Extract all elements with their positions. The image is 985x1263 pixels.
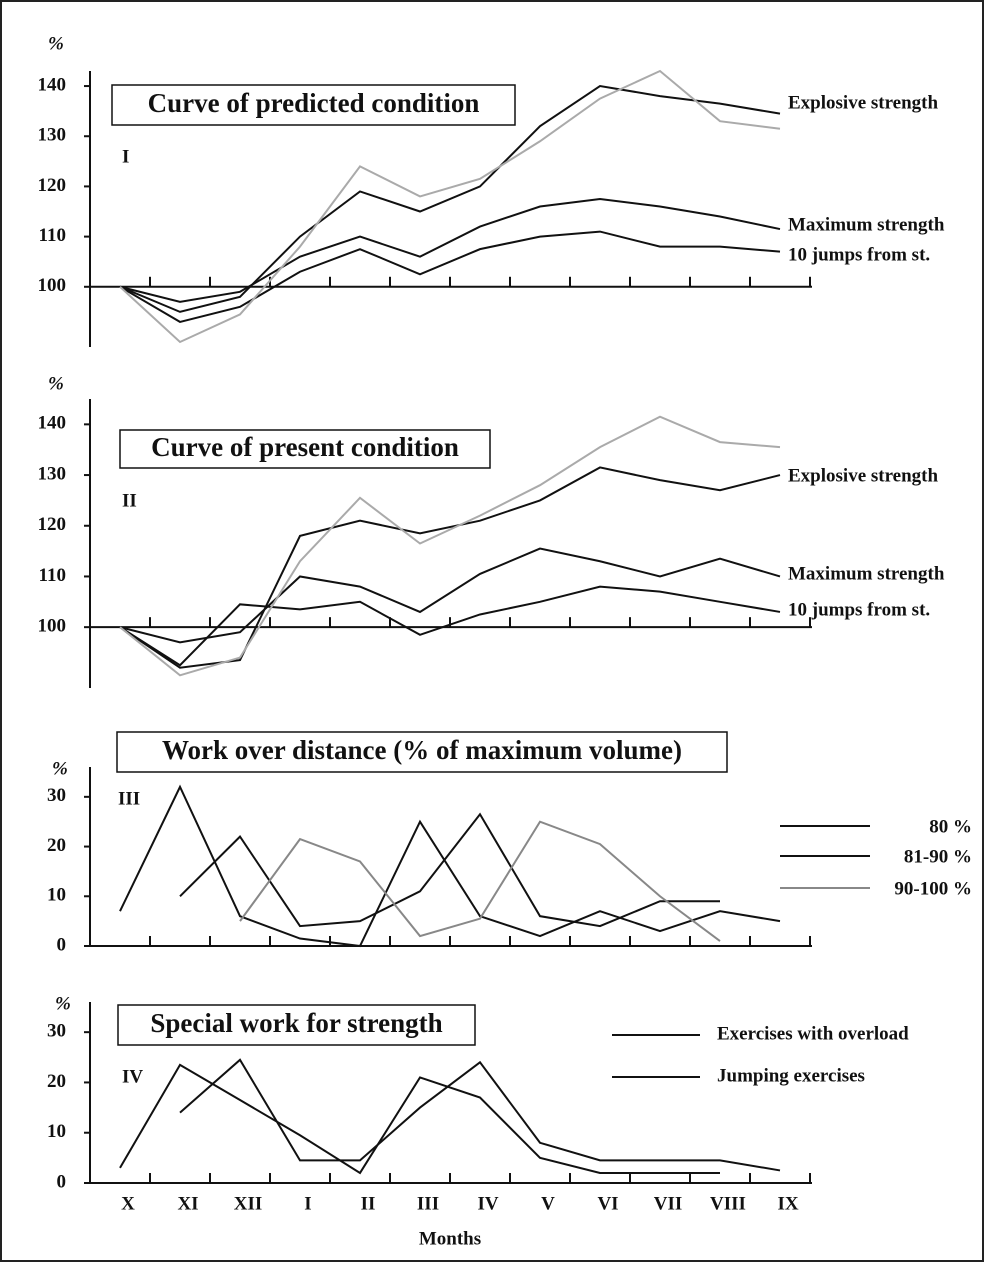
y-axis-label: % <box>48 373 64 394</box>
series-line <box>119 585 781 667</box>
x-tick-label: V <box>541 1193 555 1214</box>
x-tick-label: XII <box>234 1193 263 1214</box>
series-line <box>119 69 781 344</box>
legend-label: Jumping exercises <box>717 1065 865 1086</box>
title-box <box>111 84 516 126</box>
y-tick-label: 140 <box>38 413 67 434</box>
x-tick-label: XI <box>177 1193 198 1214</box>
panel-number: II <box>122 490 137 511</box>
series-line <box>119 784 781 948</box>
x-axis-label: Months <box>419 1228 481 1249</box>
series-label: Maximum strength <box>788 214 945 235</box>
x-tick-label: IV <box>477 1193 498 1214</box>
y-tick-label: 30 <box>47 1021 66 1042</box>
chart-title: Curve of present condition <box>151 432 459 462</box>
legend-label: Exercises with overload <box>717 1023 909 1044</box>
series-label: 10 jumps from st. <box>788 599 930 620</box>
y-tick-label: 100 <box>38 275 67 296</box>
y-tick-label: 120 <box>38 514 67 535</box>
y-tick-label: 20 <box>47 835 66 856</box>
y-axis-label: % <box>52 758 68 779</box>
chart-title: Special work for strength <box>150 1008 442 1038</box>
series-line <box>119 1063 720 1175</box>
chart-title: Work over distance (% of maximum volume) <box>162 735 682 765</box>
series-line <box>119 466 781 669</box>
title-box <box>119 429 491 469</box>
y-tick-label: 30 <box>47 785 66 806</box>
panel-number: IV <box>122 1066 143 1087</box>
y-tick-label: 130 <box>38 125 67 146</box>
series-line <box>119 415 781 677</box>
series-line <box>119 197 781 303</box>
series-label: Maximum strength <box>788 563 945 584</box>
x-tick-label: VIII <box>710 1193 746 1214</box>
y-tick-label: 120 <box>38 175 67 196</box>
x-tick-label: VII <box>654 1193 683 1214</box>
x-tick-label: IX <box>777 1193 798 1214</box>
y-tick-label: 110 <box>39 565 66 586</box>
panel-number: III <box>118 788 140 809</box>
y-axis-label: % <box>55 993 71 1014</box>
series-label: Explosive strength <box>788 92 939 113</box>
y-tick-label: 100 <box>38 616 67 637</box>
x-tick-label: X <box>121 1193 135 1214</box>
legend-label: 81-90 % <box>904 846 972 867</box>
title-box <box>117 1004 476 1046</box>
title-box <box>116 731 728 773</box>
y-tick-label: 130 <box>38 463 67 484</box>
series-line <box>179 1058 781 1172</box>
x-tick-label: II <box>361 1193 376 1214</box>
x-tick-label: I <box>304 1193 311 1214</box>
series-line <box>119 85 781 313</box>
y-axis-label: % <box>48 33 64 54</box>
series-line <box>119 547 781 644</box>
legend-label: 90-100 % <box>894 878 972 899</box>
y-tick-label: 10 <box>47 885 66 906</box>
series-label: Explosive strength <box>788 465 939 486</box>
y-tick-label: 140 <box>38 74 67 95</box>
series-line <box>239 820 721 942</box>
chart-title: Curve of predicted condition <box>148 88 480 118</box>
y-tick-label: 20 <box>47 1071 66 1092</box>
y-tick-label: 110 <box>39 225 66 246</box>
panel-number: I <box>122 146 129 167</box>
y-tick-label: 0 <box>57 1171 67 1192</box>
legend-label: 80 % <box>929 816 972 837</box>
series-line <box>119 230 781 323</box>
x-tick-label: VI <box>597 1193 618 1214</box>
series-label: 10 jumps from st. <box>788 244 930 265</box>
y-tick-label: 0 <box>57 934 67 955</box>
y-tick-label: 10 <box>47 1121 66 1142</box>
x-tick-label: III <box>417 1193 439 1214</box>
